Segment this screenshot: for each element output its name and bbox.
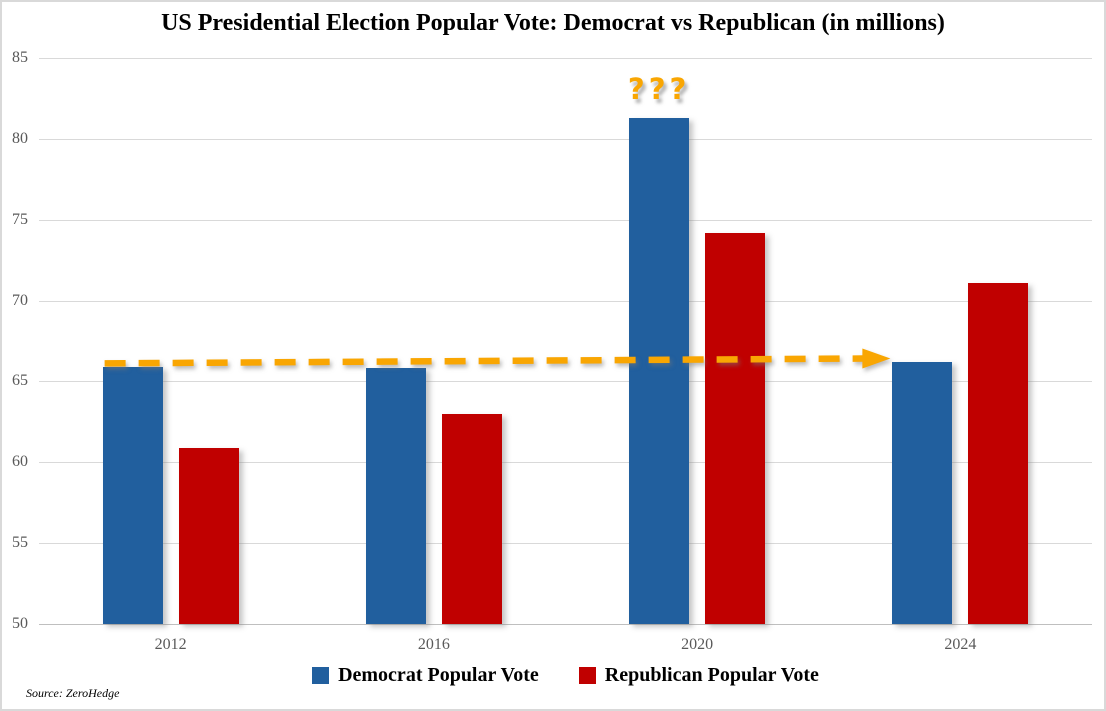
gridline-75 [39, 219, 1092, 221]
gridline-70 [39, 300, 1092, 302]
republican-legend-swatch [578, 667, 596, 684]
y-tick-label-60: 60 [12, 453, 28, 471]
gridline-55 [39, 543, 1092, 545]
question-marks-annotation: ??? [627, 72, 691, 106]
gridline-50 [39, 624, 1092, 625]
gridline-80 [39, 138, 1092, 140]
bar-republican-2024 [968, 282, 1029, 624]
gridline-60 [39, 462, 1092, 464]
republican-legend-label: Republican Popular Vote [604, 664, 819, 686]
y-tick-label-65: 65 [12, 372, 28, 390]
bar-democrat-2024 [892, 362, 953, 624]
legend: Democrat Popular Vote Republican Popular… [39, 664, 1092, 687]
x-tick-label-2024: 2024 [944, 636, 977, 653]
y-tick-label-80: 80 [12, 129, 28, 147]
gridline-85 [39, 58, 1092, 59]
bar-democrat-2012 [102, 366, 163, 624]
bar-republican-2020 [705, 232, 766, 624]
trend-arrow-head [862, 348, 891, 369]
bar-democrat-2016 [365, 368, 426, 624]
bar-republican-2016 [441, 413, 502, 624]
bar-democrat-2020 [629, 117, 690, 624]
y-tick-label-85: 85 [12, 49, 28, 66]
y-tick-label-70: 70 [12, 291, 28, 309]
y-tick-label-50: 50 [12, 615, 28, 632]
x-tick-label-2012: 2012 [154, 636, 187, 653]
chart-title: US Presidential Election Popular Vote: D… [161, 10, 945, 36]
y-tick-label-75: 75 [12, 210, 28, 228]
y-tick-label-55: 55 [12, 534, 28, 552]
legend-item-democrat: Democrat Popular Vote [312, 664, 539, 687]
x-tick-label-2020: 2020 [681, 636, 714, 653]
democrat-legend-swatch [312, 667, 330, 684]
source-note: Source: ZeroHedge [26, 686, 120, 700]
gridline-65 [39, 381, 1092, 383]
bar-republican-2012 [178, 447, 239, 624]
democrat-legend-label: Democrat Popular Vote [338, 664, 539, 686]
x-tick-label-2016: 2016 [417, 636, 450, 653]
legend-item-republican: Republican Popular Vote [578, 664, 819, 687]
